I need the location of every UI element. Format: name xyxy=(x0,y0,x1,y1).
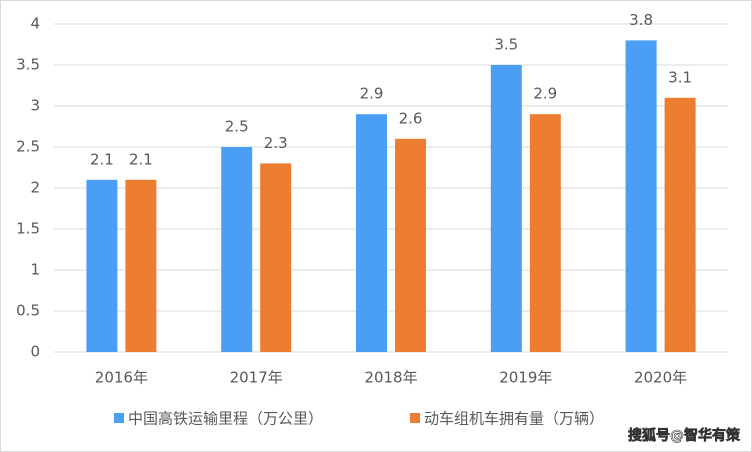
y-tick-label: 1.5 xyxy=(16,220,40,238)
watermark: 搜狐号@智华有策 xyxy=(628,427,741,444)
x-tick-label: 2016年 xyxy=(95,369,148,387)
data-label: 2.1 xyxy=(129,150,153,168)
y-tick-label: 4 xyxy=(30,15,40,33)
legend-label: 动车组机车拥有量（万辆） xyxy=(424,410,604,428)
data-label: 2.9 xyxy=(360,85,384,103)
y-tick-label: 2.5 xyxy=(16,138,40,156)
y-tick-label: 1 xyxy=(30,261,40,279)
y-tick-label: 3 xyxy=(30,97,40,115)
bar xyxy=(221,147,253,352)
data-label: 2.3 xyxy=(264,134,288,152)
y-tick-label: 0 xyxy=(30,343,40,361)
bar xyxy=(356,114,387,352)
bar xyxy=(395,138,426,352)
data-label: 2.1 xyxy=(90,150,114,168)
data-label: 2.6 xyxy=(399,109,423,127)
y-tick-label: 0.5 xyxy=(16,302,40,320)
data-label: 3.1 xyxy=(668,68,692,86)
legend-swatch xyxy=(410,413,420,423)
bar xyxy=(490,65,522,352)
legend-label: 中国高铁运输里程（万公里） xyxy=(128,410,323,428)
bar xyxy=(86,179,118,352)
bar xyxy=(664,97,696,352)
data-label: 2.9 xyxy=(533,85,557,103)
bar xyxy=(125,179,157,352)
x-tick-label: 2019年 xyxy=(499,369,552,387)
bar xyxy=(625,40,657,353)
x-tick-label: 2017年 xyxy=(230,369,283,387)
bar xyxy=(260,163,292,352)
y-tick-label: 3.5 xyxy=(16,56,40,74)
data-label: 3.5 xyxy=(494,36,518,54)
data-label: 2.5 xyxy=(225,118,249,136)
x-tick-label: 2018年 xyxy=(364,369,417,387)
bar xyxy=(529,114,561,352)
y-tick-label: 2 xyxy=(30,179,40,197)
legend-swatch xyxy=(114,413,124,423)
x-tick-label: 2020年 xyxy=(634,369,687,387)
data-label: 3.8 xyxy=(629,11,653,29)
